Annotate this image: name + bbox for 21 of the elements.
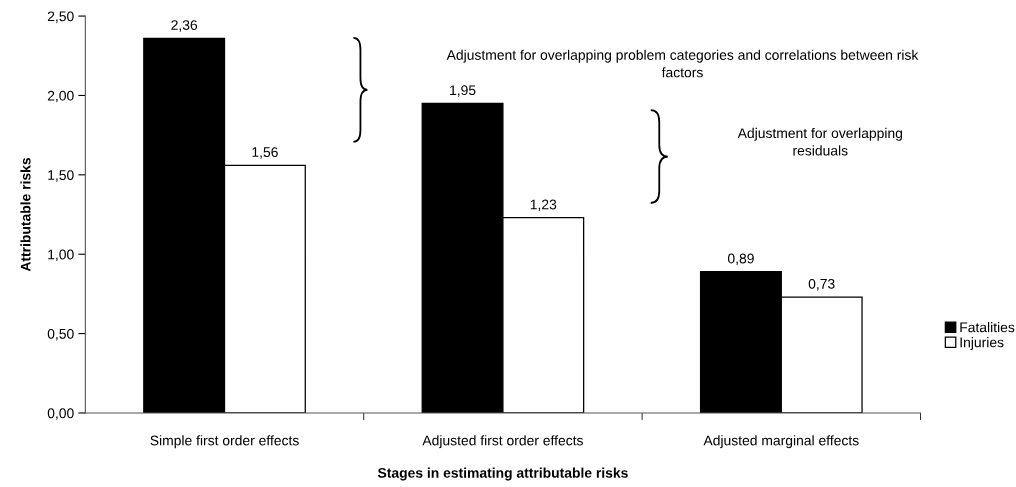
data-label: 2,36 xyxy=(171,20,198,32)
y-axis-title: Attributable risks xyxy=(20,157,31,272)
legend-label: Injuries xyxy=(960,337,1004,351)
y-tick-label: 0,50 xyxy=(47,328,74,341)
annotation: Adjustment for overlapping problem categories and correlations between risk factors xyxy=(446,49,919,78)
data-label: 1,95 xyxy=(450,85,476,97)
data-label: 1,56 xyxy=(252,147,278,159)
x-axis-title: Stages in estimating attributable risks xyxy=(377,467,628,481)
legend-label: Fatalities xyxy=(960,322,1015,333)
data-label: 0,73 xyxy=(808,278,835,291)
x-tick-label: Adjusted first order effects xyxy=(422,435,583,449)
y-tick-label: 2,00 xyxy=(47,90,74,103)
x-tick-label: Simple first order effects xyxy=(150,435,299,449)
y-tick-label: 2,50 xyxy=(47,11,74,23)
annotation: Adjustment for overlapping residuals xyxy=(737,127,902,156)
data-label: 1,23 xyxy=(530,199,557,212)
y-tick-label: 1,50 xyxy=(48,170,74,182)
x-tick-label: Adjusted marginal effects xyxy=(703,435,859,449)
data-label: 0,89 xyxy=(727,253,754,266)
y-tick-label: 0,00 xyxy=(47,408,74,420)
y-tick-label: 1,00 xyxy=(48,249,74,262)
